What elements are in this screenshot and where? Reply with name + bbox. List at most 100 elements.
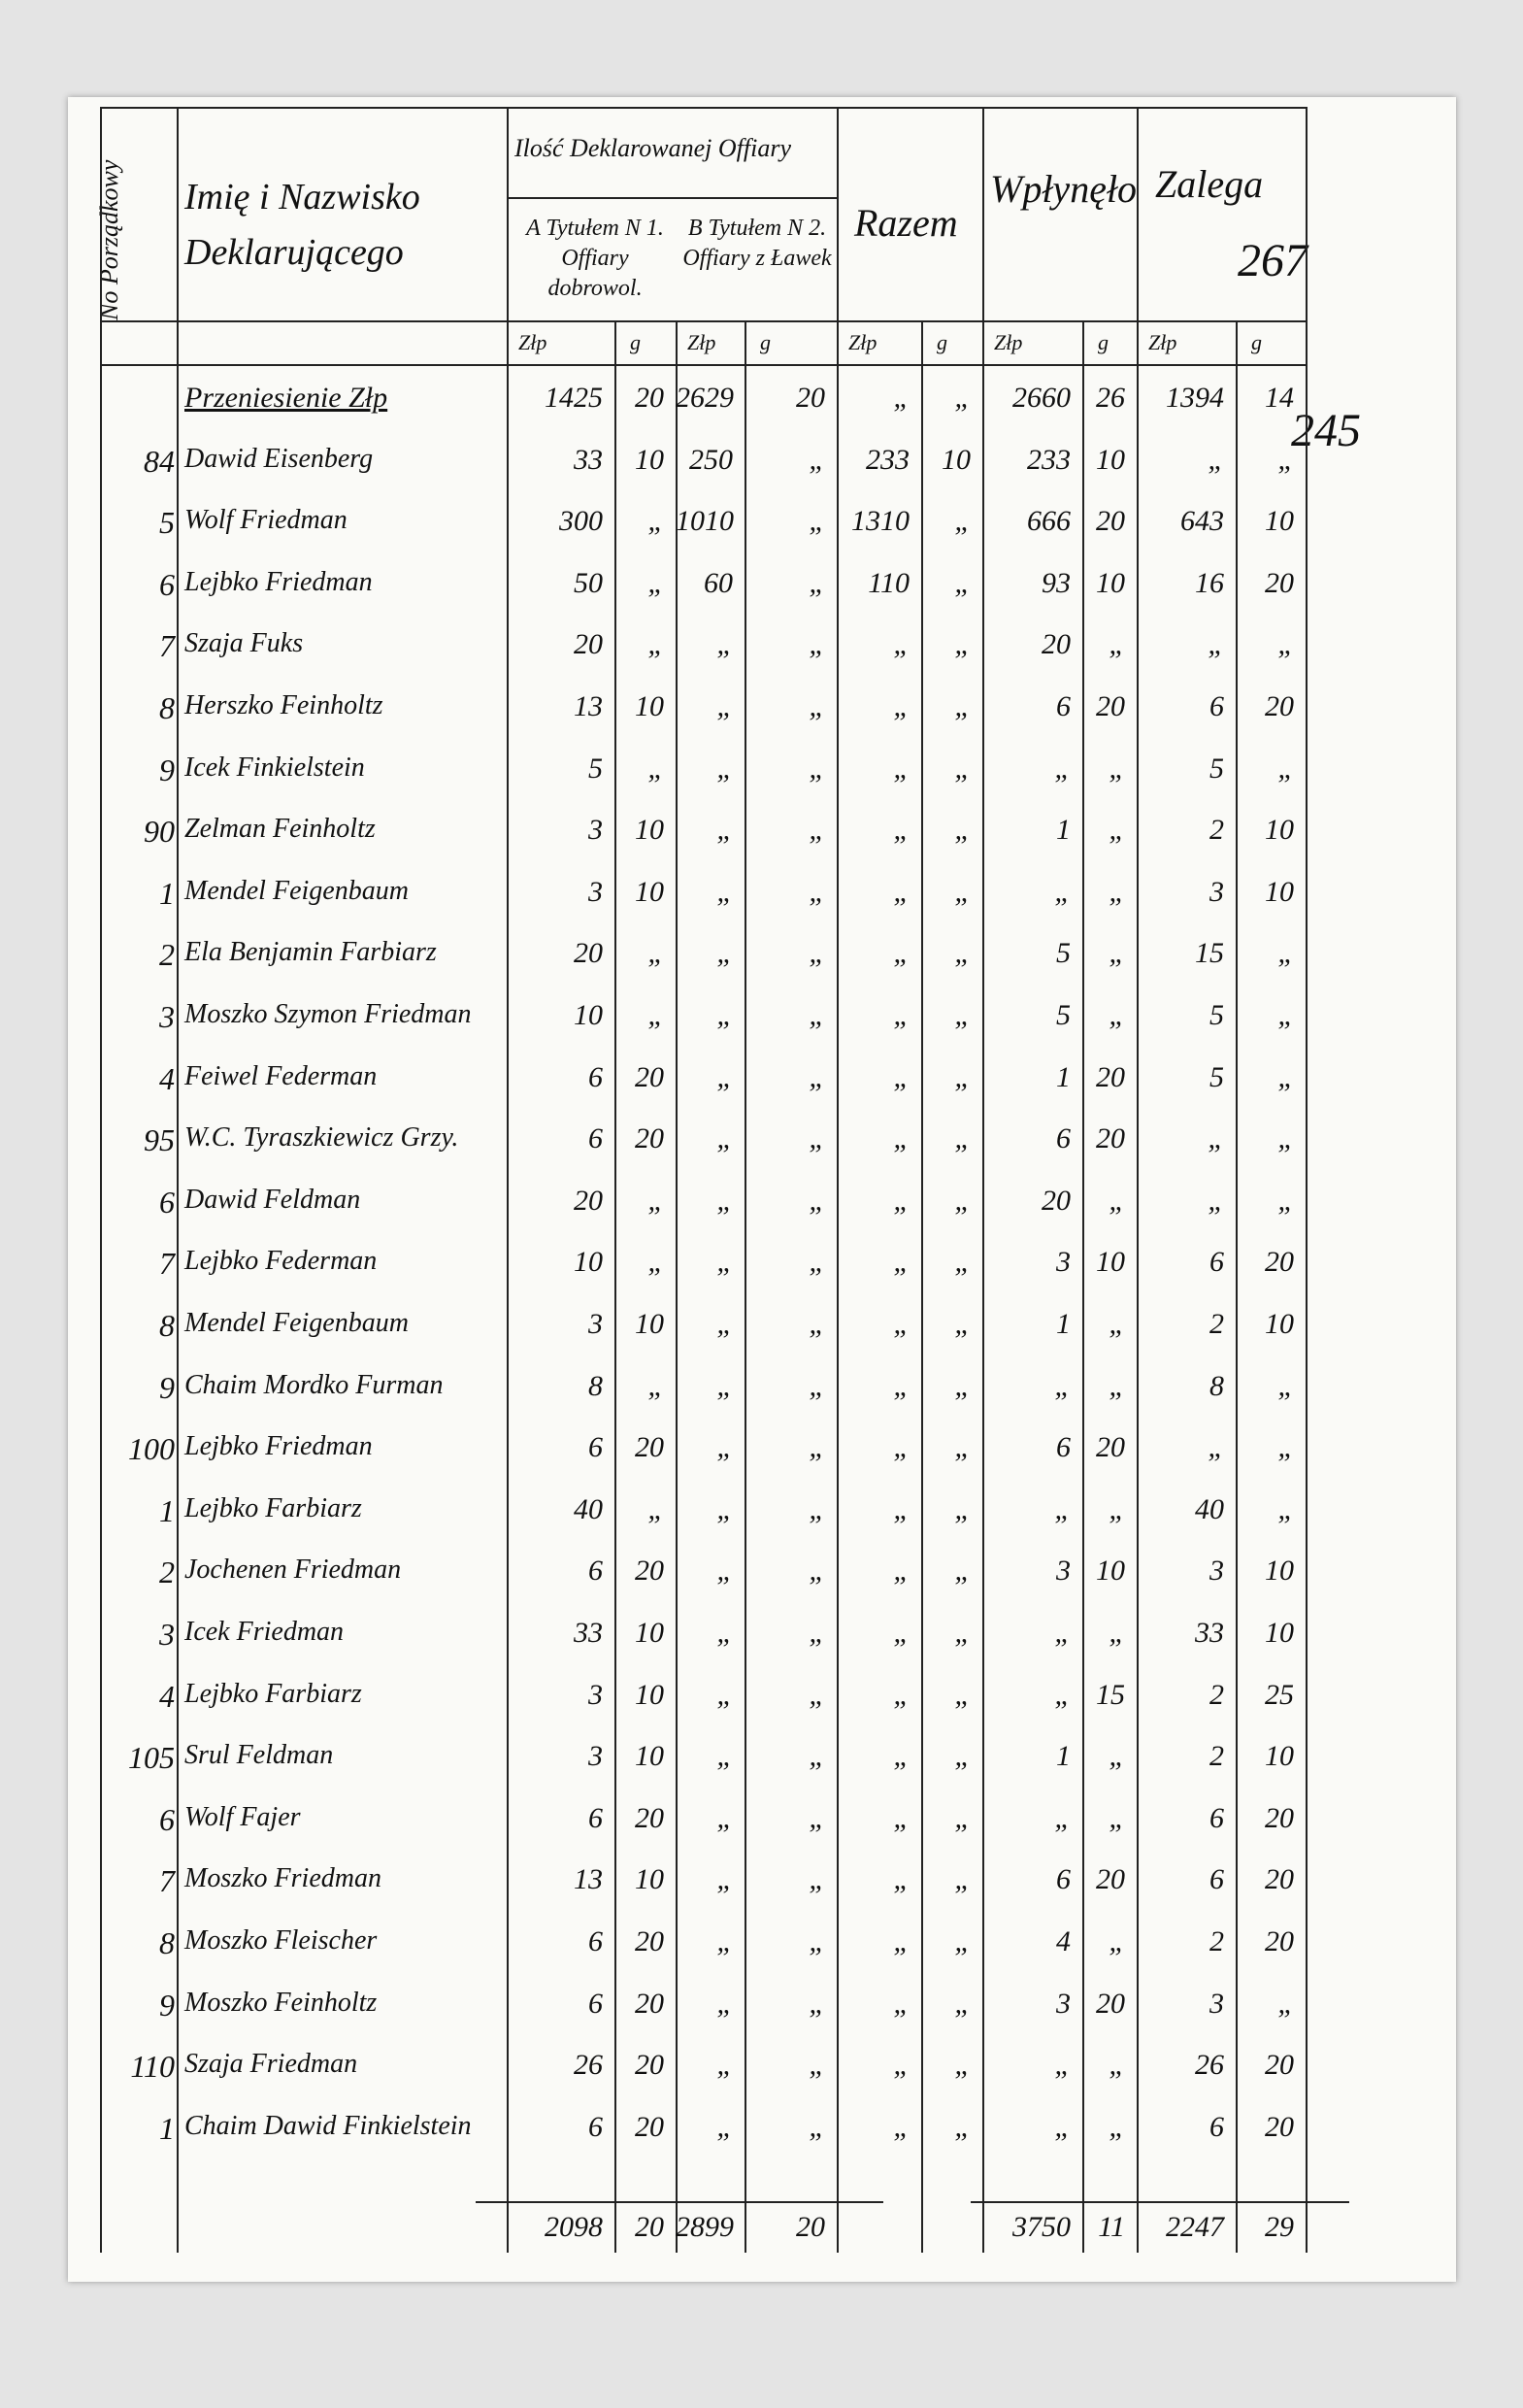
row-name: Moszko Friedman (184, 1863, 381, 1894)
cell-value: „ (809, 1617, 825, 1649)
cell-value: 20 (635, 2211, 664, 2243)
column-rule (177, 107, 179, 2253)
cell-value: „ (1054, 1492, 1071, 1525)
cell-value: „ (809, 1801, 825, 1834)
unit-gr: g (1251, 330, 1262, 354)
cell-value: 93 (1042, 566, 1071, 599)
unit-gr: g (1098, 330, 1109, 354)
cell-value: „ (809, 443, 825, 476)
header-wplynelo: Wpłynęło (990, 167, 1138, 211)
cell-value: „ (893, 2049, 910, 2082)
cell-value: 10 (635, 690, 664, 722)
cell-value: „ (893, 1308, 910, 1340)
row-number: 4 (159, 1678, 175, 1714)
cell-value: 1 (1056, 1740, 1071, 1773)
cell-value: „ (716, 752, 733, 785)
cell-value: „ (1277, 1184, 1294, 1217)
cell-value: „ (716, 1246, 733, 1279)
cell-value: „ (893, 1431, 910, 1464)
row-name: Moszko Fleischer (184, 1925, 378, 1956)
cell-value: 6 (1209, 1246, 1224, 1279)
cell-value: 33 (574, 443, 603, 476)
cell-value: 10 (635, 814, 664, 847)
cell-value: „ (809, 1431, 825, 1464)
cell-value: 10 (1096, 1246, 1125, 1279)
cell-value: „ (954, 2110, 971, 2143)
cell-value: 20 (635, 1122, 664, 1155)
cell-value: „ (1054, 752, 1071, 785)
cell-value: 20 (635, 1925, 664, 1957)
cell-value: „ (893, 1184, 910, 1217)
cell-value: 20 (1265, 1925, 1294, 1957)
cell-value: 1 (1056, 1308, 1071, 1340)
row-number: 7 (159, 1246, 175, 1282)
cell-value: „ (954, 1987, 971, 2020)
cell-value: „ (893, 875, 910, 908)
cell-value: „ (716, 999, 733, 1031)
cell-value: „ (1277, 1987, 1294, 2020)
cell-value: 6 (1056, 1122, 1071, 1155)
cell-value: „ (1109, 1308, 1125, 1340)
cell-value: „ (809, 566, 825, 599)
row-name: Dawid Eisenberg (184, 443, 374, 474)
header-razem: Razem (854, 201, 958, 245)
cell-value: 3 (588, 814, 603, 847)
cell-value: 10 (635, 1308, 664, 1340)
row-name: Lejbko Farbiarz (184, 1678, 362, 1709)
cell-value: „ (893, 382, 910, 414)
cell-value: 300 (559, 505, 603, 538)
cell-value: 20 (1265, 1863, 1294, 1896)
column-rule (100, 107, 102, 2253)
cell-value: „ (954, 382, 971, 414)
cell-value: 33 (1195, 1617, 1224, 1649)
cell-value: 6 (588, 1925, 603, 1957)
row-name: Icek Friedman (184, 1617, 345, 1647)
cell-value: „ (1277, 999, 1294, 1031)
cell-value: 20 (1096, 1431, 1125, 1464)
row-number: 8 (159, 690, 175, 725)
cell-value: 10 (1096, 566, 1125, 599)
row-name: Lejbko Friedman (184, 566, 373, 597)
cell-value: „ (647, 505, 664, 538)
cell-value: 2 (1209, 1678, 1224, 1711)
cell-value: 2660 (1012, 382, 1071, 414)
row-name: Feiwel Federman (184, 1060, 378, 1091)
cell-value: „ (893, 752, 910, 785)
row-name: Moszko Feinholtz (184, 1987, 378, 2018)
cell-value: „ (893, 999, 910, 1031)
cell-value: 26 (1096, 382, 1125, 414)
group-rule (507, 197, 837, 199)
row-name: Szaja Fuks (184, 628, 304, 659)
cell-value: „ (954, 1246, 971, 1279)
cell-value: „ (809, 690, 825, 722)
cell-value: „ (716, 1122, 733, 1155)
cell-value: „ (893, 937, 910, 970)
cell-value: „ (893, 1987, 910, 2020)
cell-value: „ (954, 1678, 971, 1711)
row-name: Moszko Szymon Friedman (184, 999, 472, 1029)
cell-value: „ (893, 814, 910, 847)
row-name: Wolf Friedman (184, 505, 348, 536)
cell-value: 666 (1027, 505, 1071, 538)
cell-value: 10 (1096, 1555, 1125, 1588)
cell-value: 60 (704, 566, 733, 599)
cell-value: „ (1208, 1431, 1224, 1464)
cell-value: „ (1109, 2110, 1125, 2143)
cell-value: „ (1277, 1431, 1294, 1464)
cell-value: 4 (1056, 1925, 1071, 1957)
cell-value: 20 (1265, 1246, 1294, 1279)
cell-value: „ (893, 1617, 910, 1649)
cell-value: 8 (1209, 1369, 1224, 1402)
cell-value: 2899 (676, 2211, 734, 2243)
cell-value: 6 (1056, 690, 1071, 722)
cell-value: „ (954, 690, 971, 722)
cell-value: „ (647, 937, 664, 970)
cell-value: „ (1277, 937, 1294, 970)
page-number-new: 245 (1291, 405, 1361, 456)
cell-value: „ (809, 628, 825, 661)
cell-value: „ (893, 1678, 910, 1711)
row-number: 1 (159, 875, 175, 911)
cell-value: „ (1277, 1122, 1294, 1155)
cell-value: „ (954, 505, 971, 538)
cell-value: „ (893, 1801, 910, 1834)
